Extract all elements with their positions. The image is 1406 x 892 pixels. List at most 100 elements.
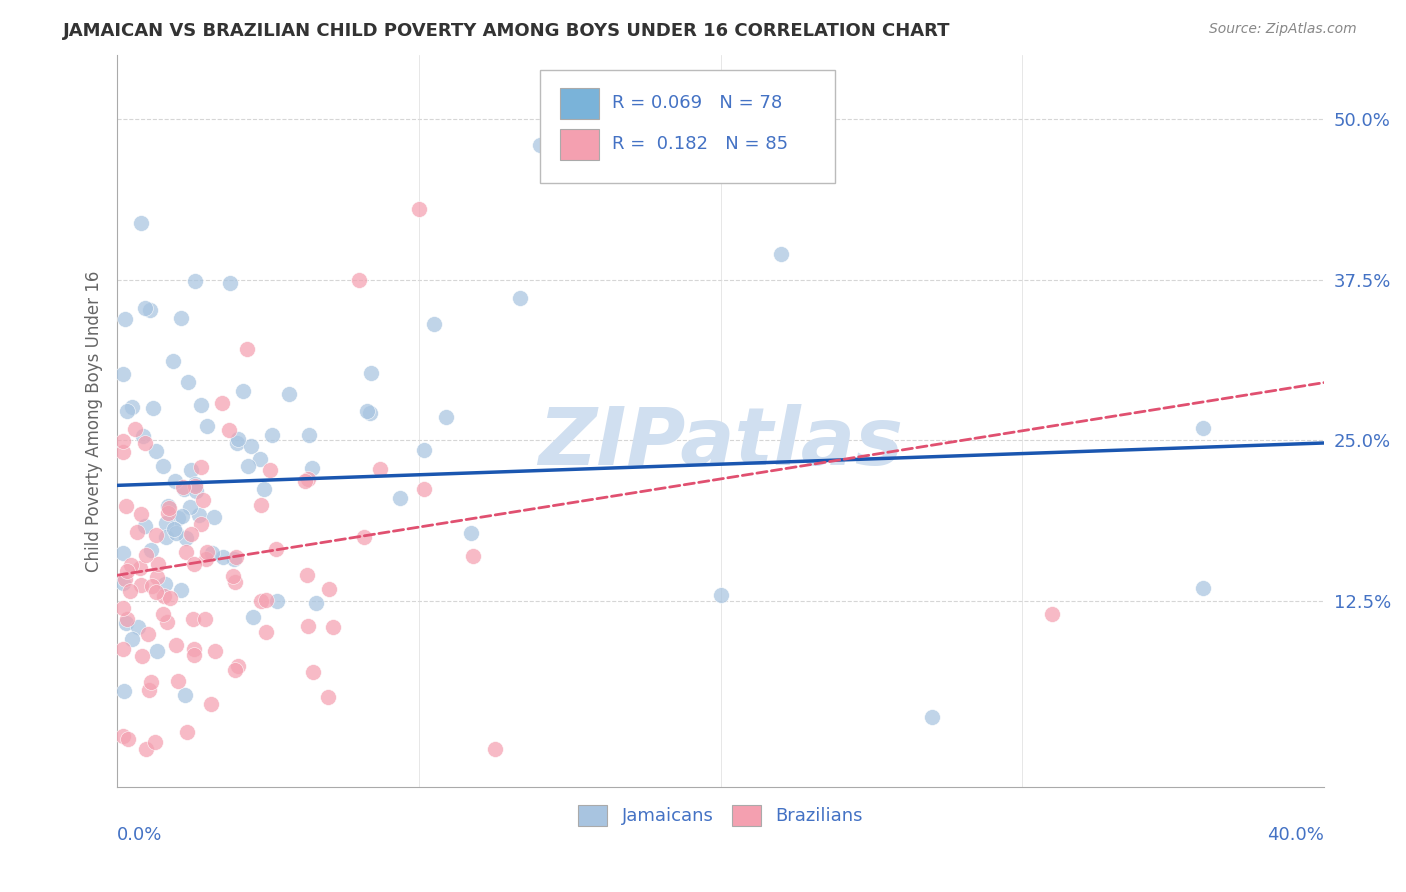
Point: [134, 519, 156, 533]
Point: [165, 638, 187, 652]
Point: [125, 524, 148, 539]
Point: [218, 423, 240, 437]
Point: [179, 500, 201, 515]
Point: [463, 549, 485, 563]
Y-axis label: Child Poverty Among Boys Under 16: Child Poverty Among Boys Under 16: [86, 270, 103, 572]
FancyBboxPatch shape: [540, 70, 835, 183]
Point: [176, 724, 198, 739]
Text: Source: ZipAtlas.com: Source: ZipAtlas.com: [1209, 22, 1357, 37]
Point: [139, 675, 162, 690]
Point: [135, 548, 157, 562]
Point: [112, 683, 135, 698]
Point: [170, 311, 193, 326]
Text: ZIPatlas: ZIPatlas: [538, 404, 903, 482]
Point: [219, 276, 242, 290]
Point: [249, 498, 271, 512]
Point: [191, 493, 214, 508]
Point: [211, 396, 233, 410]
Point: [194, 612, 217, 626]
Bar: [560, 129, 599, 160]
Point: [408, 202, 430, 217]
Point: [174, 531, 197, 545]
Point: [159, 591, 181, 605]
Text: JAMAICAN VS BRAZILIAN CHILD POVERTY AMONG BOYS UNDER 16 CORRELATION CHART: JAMAICAN VS BRAZILIAN CHILD POVERTY AMON…: [63, 22, 950, 40]
Point: [127, 620, 149, 634]
Point: [204, 643, 226, 657]
Point: [145, 444, 167, 458]
Point: [139, 303, 162, 318]
Text: R =  0.182   N = 85: R = 0.182 N = 85: [612, 135, 789, 153]
Point: [129, 577, 152, 591]
Point: [163, 521, 186, 535]
Point: [136, 626, 159, 640]
Point: [356, 404, 378, 418]
Point: [200, 698, 222, 712]
Point: [294, 474, 316, 488]
Point: [226, 658, 249, 673]
Point: [121, 632, 143, 647]
Point: [112, 546, 135, 560]
Point: [529, 138, 551, 153]
Point: [129, 507, 152, 521]
Text: R = 0.069   N = 78: R = 0.069 N = 78: [612, 94, 782, 112]
Point: [226, 435, 249, 450]
Point: [484, 741, 506, 756]
Point: [190, 460, 212, 475]
Point: [167, 511, 190, 525]
Point: [124, 422, 146, 436]
Point: [177, 376, 200, 390]
Point: [112, 601, 135, 615]
Point: [254, 624, 277, 639]
Point: [183, 642, 205, 657]
Point: [170, 509, 193, 524]
Point: [183, 557, 205, 571]
Point: [412, 443, 434, 458]
Point: [184, 478, 207, 492]
Point: [165, 525, 187, 540]
Point: [250, 593, 273, 607]
Point: [360, 366, 382, 380]
Point: [173, 483, 195, 497]
Point: [117, 404, 139, 418]
Point: [114, 573, 136, 587]
Point: [135, 741, 157, 756]
Point: [240, 439, 263, 453]
Point: [120, 584, 142, 599]
Point: [769, 247, 792, 261]
Point: [347, 273, 370, 287]
Point: [264, 541, 287, 556]
Point: [318, 582, 340, 596]
Point: [131, 429, 153, 443]
Point: [1042, 607, 1064, 621]
Point: [202, 509, 225, 524]
Point: [322, 620, 344, 634]
Point: [297, 619, 319, 633]
Point: [195, 419, 218, 434]
Point: [112, 445, 135, 459]
Point: [115, 500, 138, 514]
Point: [112, 576, 135, 591]
Point: [153, 589, 176, 603]
Point: [184, 477, 207, 491]
Point: [128, 561, 150, 575]
Point: [242, 610, 264, 624]
Point: [141, 543, 163, 558]
Point: [131, 216, 153, 230]
Point: [167, 673, 190, 688]
Point: [172, 480, 194, 494]
Point: [114, 311, 136, 326]
Point: [318, 690, 340, 705]
Point: [305, 596, 328, 610]
Point: [194, 552, 217, 566]
Point: [117, 732, 139, 747]
Point: [221, 568, 243, 582]
Point: [170, 582, 193, 597]
Point: [423, 318, 446, 332]
Point: [115, 564, 138, 578]
Point: [146, 570, 169, 584]
Point: [155, 576, 177, 591]
Point: [388, 491, 411, 505]
Point: [434, 410, 457, 425]
Point: [181, 612, 204, 626]
Point: [298, 428, 321, 442]
